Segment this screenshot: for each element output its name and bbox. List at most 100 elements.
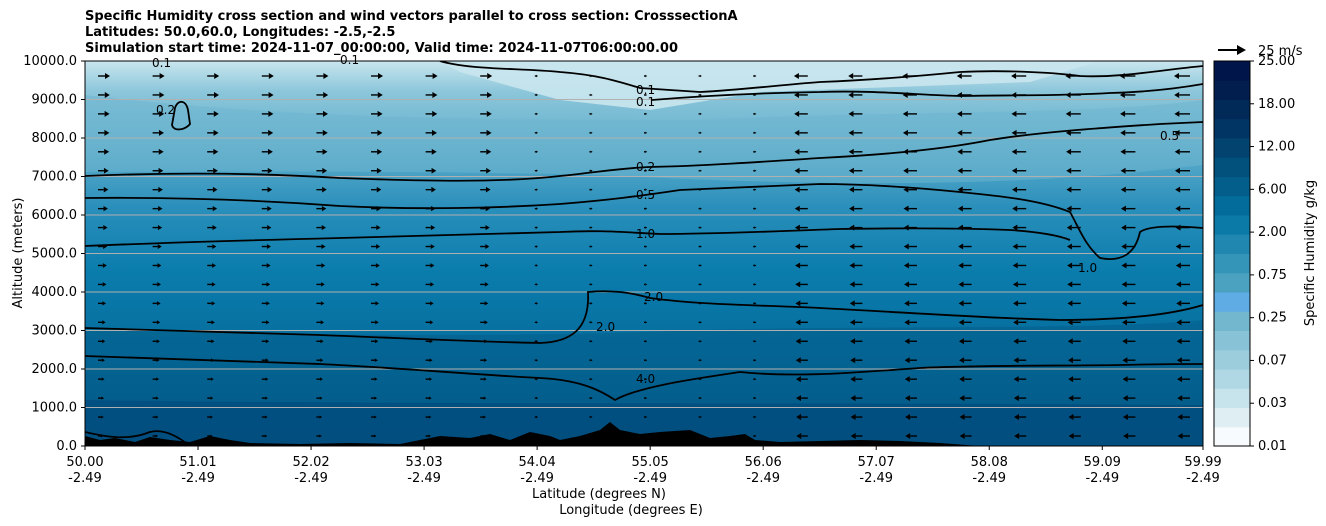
contour-2.0-line xyxy=(85,290,1203,344)
y-tick-label: 9000.0 xyxy=(32,93,78,108)
x-tick-label-lon: -2.49 xyxy=(520,471,554,486)
wind-vector-head xyxy=(1013,338,1019,345)
wind-vector-head xyxy=(699,396,702,400)
wind-vector-head xyxy=(1013,395,1019,402)
wind-vector-head xyxy=(590,112,593,116)
colorbar-frame xyxy=(1213,60,1251,447)
wind-vector-head xyxy=(266,244,271,249)
wind-vector-head xyxy=(374,434,377,438)
wind-vector-head xyxy=(376,244,381,249)
wind-vector-head xyxy=(210,415,213,419)
wind-vector-head xyxy=(321,205,327,212)
wind-vector-head xyxy=(645,415,648,419)
x-tick-label-lat: 52.02 xyxy=(292,455,329,470)
wind-vector-head xyxy=(486,129,492,136)
wind-vector-head xyxy=(959,414,965,421)
wind-vector-head xyxy=(699,131,702,135)
wind-vector-head xyxy=(265,396,268,400)
wind-vector-head xyxy=(484,282,489,287)
x-tick-label-lon: -2.49 xyxy=(746,471,780,486)
wind-vector-head xyxy=(267,205,272,212)
wind-vector-head xyxy=(157,244,162,249)
wind-vector-head xyxy=(486,167,491,174)
wind-vector-head xyxy=(1177,376,1183,383)
wind-vector-head xyxy=(1012,281,1018,288)
contour-label-0.2: 0.2 xyxy=(636,160,655,174)
colorbar-tick-label: 0.75 xyxy=(1258,268,1287,283)
wind-vector-head xyxy=(155,415,159,419)
contour-label-1.0: 1.0 xyxy=(636,227,655,241)
humidity-bands xyxy=(85,61,1203,446)
wind-vector-head xyxy=(1177,414,1183,421)
colorbar-swatch xyxy=(1214,349,1250,370)
wind-vector-head xyxy=(265,339,270,344)
wind-vector-head xyxy=(322,167,328,174)
wind-vector-head xyxy=(590,226,593,229)
wind-vector-head xyxy=(319,434,322,438)
wind-vector-head xyxy=(645,188,648,191)
wind-vector-head xyxy=(267,225,272,231)
wind-vector-head xyxy=(1121,281,1127,288)
wind-vector-head xyxy=(1120,186,1126,193)
wind-vector-head xyxy=(376,186,382,193)
wind-vector-head xyxy=(156,339,160,344)
wind-vector-head xyxy=(487,73,493,79)
wind-vector-head xyxy=(213,110,219,117)
wind-vector-head xyxy=(754,264,757,267)
wind-vector-head xyxy=(645,207,648,210)
wind-vector-head xyxy=(1120,129,1126,136)
wind-vector-head xyxy=(849,243,855,250)
x-tick-label-lon: -2.49 xyxy=(407,471,441,486)
wind-vector-head xyxy=(323,73,329,79)
wind-vector-head xyxy=(1121,300,1127,307)
wind-vector-head xyxy=(590,93,593,97)
wind-vector-head xyxy=(1066,186,1072,193)
wind-vector-head xyxy=(1011,73,1017,79)
wind-vector-head xyxy=(795,243,801,250)
wind-vector-head xyxy=(1177,433,1183,439)
wind-vector-head xyxy=(428,415,432,419)
colorbar-tick-label: 0.25 xyxy=(1258,311,1287,326)
wind-vector-head xyxy=(1176,319,1182,326)
wind-vector-head xyxy=(849,319,855,326)
wind-vector-head xyxy=(536,207,538,210)
wind-vector-head xyxy=(645,131,648,135)
contour-label-0.1c: 0.1 xyxy=(152,56,171,70)
wind-vector-head xyxy=(374,358,378,363)
wind-vector-head xyxy=(484,358,488,363)
wind-vector-head xyxy=(431,148,437,155)
x-tick-label-lat: 54.04 xyxy=(519,455,556,470)
y-tick-label: 10000.0 xyxy=(23,54,77,69)
wind-vector-head xyxy=(958,243,964,250)
x-tick-label-lat: 50.00 xyxy=(66,455,103,470)
wind-vector-head xyxy=(101,396,105,400)
wind-vector-head xyxy=(1122,338,1128,345)
wind-vector-head xyxy=(645,340,648,343)
wind-vector-head xyxy=(377,91,383,98)
wind-vector-head xyxy=(903,167,909,174)
wind-vector-head xyxy=(212,186,218,193)
wind-key-label: 25 m/s xyxy=(1258,44,1303,59)
y-tick-label: 4000.0 xyxy=(32,285,78,300)
wind-vector-head xyxy=(319,415,323,419)
wind-vector-head xyxy=(699,169,702,172)
wind-vector-head xyxy=(699,150,702,153)
colorbar-swatch xyxy=(1214,311,1250,331)
wind-vector-head xyxy=(902,110,908,117)
wind-vector-head xyxy=(1176,300,1182,307)
wind-vector-head xyxy=(432,73,438,79)
wind-vector-head xyxy=(794,186,800,193)
wind-vector-head xyxy=(319,396,323,400)
wind-vector-head xyxy=(103,167,109,174)
wind-vector-head xyxy=(483,377,487,381)
wind-vector-head xyxy=(156,377,160,381)
wind-vector-head xyxy=(1120,110,1126,117)
x-tick-label-lon: -2.49 xyxy=(1085,471,1119,486)
wind-vector-head xyxy=(536,302,538,305)
contour-labels: 0.1 0.1 0.2 0.5 1.0 2.0 2.0 4.0 0.2 0.1 … xyxy=(152,53,1179,386)
wind-vector-head xyxy=(754,377,757,381)
wind-vector-head xyxy=(102,339,106,344)
wind-vector-head xyxy=(1068,433,1074,439)
contour-0.2-line-left xyxy=(171,100,191,131)
wind-vector-head xyxy=(754,396,757,400)
